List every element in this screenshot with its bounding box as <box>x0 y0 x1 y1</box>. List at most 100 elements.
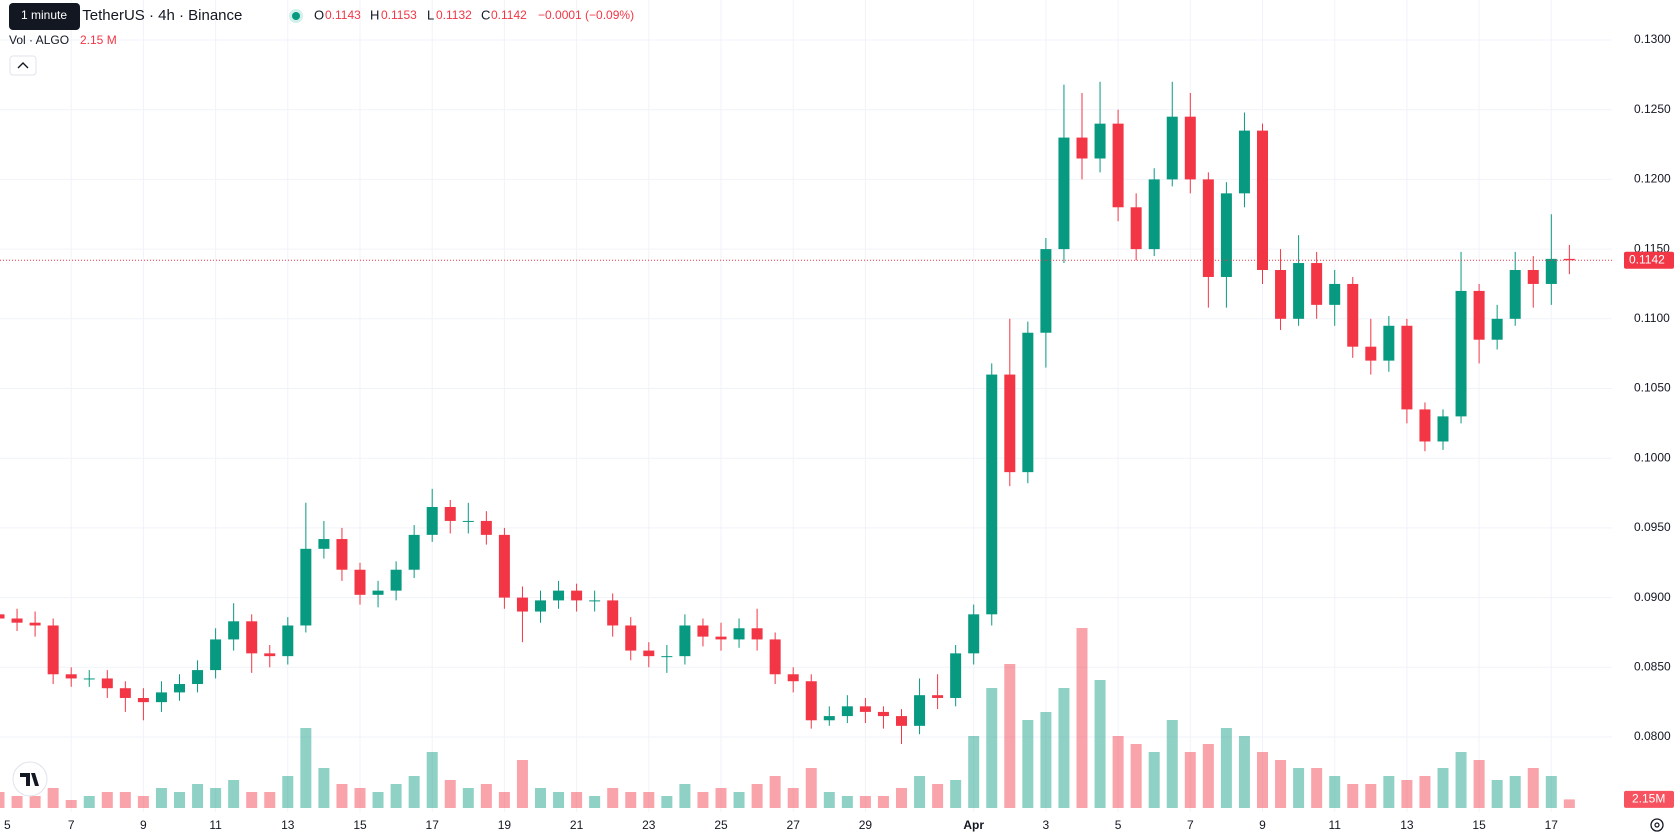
candle-body <box>914 695 926 726</box>
volume-bar <box>1383 776 1395 808</box>
candle-body <box>1275 270 1287 319</box>
volume-bar <box>210 788 222 808</box>
candle-body <box>1220 193 1232 277</box>
volume-bar <box>823 792 835 808</box>
x-tick-label: 5 <box>1115 818 1122 832</box>
candle-body <box>282 625 294 657</box>
y-tick-label: 0.0850 <box>1634 659 1671 673</box>
volume-bar <box>1275 760 1287 808</box>
volume-bar <box>101 792 113 808</box>
candle-body <box>1311 263 1323 305</box>
ohlc-label: H <box>370 7 379 22</box>
candle-body <box>101 678 113 689</box>
candle-body <box>1401 325 1413 410</box>
candle-body <box>625 625 637 651</box>
candle-body <box>877 711 889 717</box>
ohlc-label: O <box>314 7 324 22</box>
candle-body <box>1437 416 1449 442</box>
volume-bar <box>1329 776 1341 808</box>
candle-body <box>1166 116 1178 180</box>
candle-body <box>769 639 781 675</box>
candle-body <box>607 600 619 626</box>
candle-body <box>950 653 962 698</box>
candle-body <box>805 681 817 721</box>
candle-body <box>426 506 438 535</box>
volume-bar <box>83 796 95 808</box>
volume-bar <box>228 780 240 808</box>
settings-icon[interactable] <box>1650 818 1664 832</box>
volume-bar <box>1311 768 1323 808</box>
candle-body <box>174 684 185 693</box>
settings-button[interactable] <box>1650 818 1664 832</box>
settings-core <box>1654 822 1660 828</box>
volume-bar <box>968 736 980 808</box>
candle-body <box>1347 283 1359 347</box>
candle-body <box>264 653 276 657</box>
ohlc-label: L <box>427 7 434 22</box>
volume-bar <box>264 792 276 808</box>
candle-body <box>715 636 727 640</box>
ohlc-label: C <box>481 7 490 22</box>
volume-bar <box>408 776 420 808</box>
candle-body <box>1473 290 1485 340</box>
volume-bar <box>65 800 77 808</box>
volume-bar <box>516 760 528 808</box>
volume-bar <box>607 788 619 808</box>
logo[interactable] <box>12 761 48 797</box>
candle-body <box>1148 179 1160 250</box>
candle-body <box>354 569 366 595</box>
volume-bar <box>841 796 853 808</box>
candle-body <box>1112 123 1124 208</box>
volume-bar <box>1094 680 1106 808</box>
volume-bar <box>119 792 131 808</box>
collapse-button[interactable] <box>9 55 37 76</box>
candle-body <box>408 534 420 570</box>
volume-bar <box>1112 736 1124 808</box>
x-tick-label: 29 <box>859 818 873 832</box>
volume-bar <box>1130 744 1142 808</box>
chevron <box>17 62 29 69</box>
candle-body <box>1238 130 1250 194</box>
volume-bar <box>1545 776 1557 808</box>
candle-body <box>65 674 77 679</box>
candle-body <box>1094 123 1106 159</box>
candle-body <box>192 670 204 685</box>
candle-body <box>372 590 384 595</box>
volume-bar <box>877 796 889 808</box>
volume-bar <box>571 792 583 808</box>
volume-bar <box>1401 780 1413 808</box>
y-tick-label: 0.0900 <box>1634 590 1671 604</box>
volume-bar <box>896 788 907 808</box>
x-tick-label: Apr <box>963 818 984 832</box>
volume-bar <box>137 796 149 808</box>
candle-body <box>1455 290 1467 417</box>
x-tick-label: 13 <box>281 818 295 832</box>
candle-body <box>823 716 835 721</box>
status-dot <box>292 12 300 20</box>
volume-bar <box>192 784 204 808</box>
candle-body <box>29 622 41 626</box>
volume-bar <box>0 792 5 808</box>
x-tick-label: 15 <box>353 818 367 832</box>
price-badge <box>1624 251 1674 269</box>
volume-bar <box>950 780 962 808</box>
volume-bar <box>174 792 185 808</box>
volume-bar <box>769 776 781 808</box>
volume-bar <box>1022 720 1034 808</box>
x-tick-label: 13 <box>1400 818 1414 832</box>
logo-mark <box>20 773 39 786</box>
candle-body <box>751 628 763 640</box>
x-tick-label: 25 <box>714 818 728 832</box>
volume-bar <box>1257 752 1268 808</box>
volume-bar <box>1293 768 1305 808</box>
candle-body <box>155 692 167 703</box>
y-tick-label: 0.1100 <box>1634 311 1670 325</box>
y-tick-label: 0.1050 <box>1634 381 1671 395</box>
candle-body <box>1184 116 1196 180</box>
collapse-box[interactable] <box>9 55 37 76</box>
x-tick-label: 17 <box>1545 818 1559 832</box>
y-tick-label: 0.1300 <box>1634 32 1671 46</box>
volume-title: Vol · ALGO <box>9 33 69 47</box>
candle-body <box>246 621 258 654</box>
candle-body <box>1491 318 1503 340</box>
